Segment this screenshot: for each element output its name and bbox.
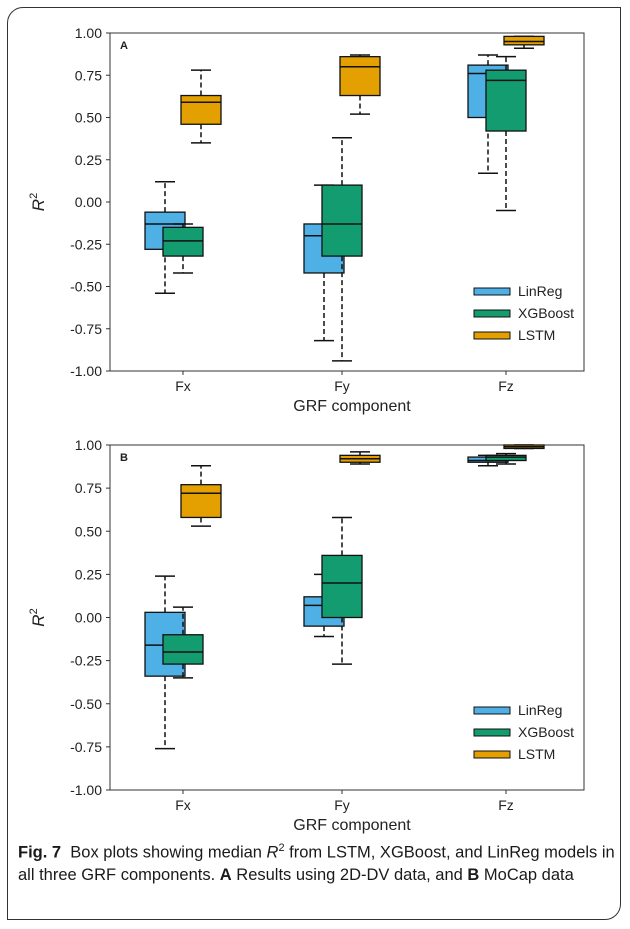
- legend-label-xgboost: XGBoost: [518, 305, 574, 321]
- box-body: [162, 226, 204, 257]
- caption-label-b: B: [467, 865, 480, 884]
- caption-text-3: Results using 2D-DV data, and: [231, 865, 468, 884]
- x-axis-label: GRF component: [293, 817, 411, 834]
- legend-swatch-lstm: [473, 750, 511, 759]
- box-xgboost-fy: [321, 516, 363, 665]
- box-xgboost-fy: [321, 137, 363, 362]
- legend-label-lstm: LSTM: [518, 746, 555, 762]
- box-lstm-fz: [503, 35, 545, 49]
- legend-label-linreg: LinReg: [518, 702, 562, 718]
- y-tick-label: -1.00: [70, 782, 102, 798]
- x-tick-label: Fx: [175, 378, 191, 394]
- y-tick-label: -0.50: [70, 696, 102, 712]
- x-tick-label: Fx: [175, 797, 191, 813]
- x-tick-label: Fy: [334, 378, 350, 394]
- y-tick-label: 0.25: [75, 566, 102, 582]
- panel-a-chart: A 1.00 0.75 0.50 0.25 0.00 -0.25 -0.50 -0.75 -1.0…: [28, 25, 585, 415]
- box-lstm-fx: [180, 464, 222, 527]
- legend-swatch-linreg: [473, 706, 511, 715]
- y-tick-label: 1.00: [75, 437, 102, 453]
- box-xgboost-fx: [162, 223, 204, 274]
- x-tick-label: Fz: [498, 378, 514, 394]
- y-tick-label: 0.75: [75, 67, 102, 83]
- x-tick-label: Fz: [498, 797, 514, 813]
- box-lstm-fz: [503, 444, 545, 450]
- y-tick-label: -0.25: [70, 653, 102, 669]
- box-body: [485, 454, 527, 462]
- legend-swatch-linreg: [473, 287, 511, 296]
- box-body: [339, 56, 381, 97]
- y-tick-label: 0.50: [75, 523, 102, 539]
- y-axis-label: R2: [28, 193, 48, 211]
- y-axis-label: R2: [28, 608, 48, 626]
- legend-swatch-xgboost: [473, 728, 511, 737]
- y-tick-label: 0.75: [75, 480, 102, 496]
- x-axis-label: GRF component: [293, 398, 411, 415]
- figure-frame: [7, 7, 621, 920]
- panel-label: A: [120, 40, 128, 52]
- y-tick-label: -0.50: [70, 279, 102, 295]
- box-body: [321, 184, 363, 257]
- caption-r-exponent: 2: [278, 842, 285, 854]
- caption-text-1: Box plots showing median: [70, 843, 267, 862]
- legend-label-xgboost: XGBoost: [518, 724, 574, 740]
- box-lstm-fy: [339, 54, 381, 115]
- box-lstm-fx: [180, 69, 222, 144]
- legend-label-linreg: LinReg: [518, 283, 562, 299]
- panel-label: B: [120, 452, 128, 464]
- y-tick-label: 0.25: [75, 152, 102, 168]
- box-xgboost-fz: [485, 452, 527, 465]
- box-body: [162, 634, 204, 665]
- caption-fig-label: Fig. 7: [18, 843, 62, 862]
- y-tick-label: -1.00: [70, 363, 102, 379]
- x-tick-label: Fy: [334, 797, 350, 813]
- caption-r-symbol: R: [266, 843, 279, 862]
- legend-swatch-lstm: [473, 331, 511, 340]
- y-tick-label: 0.50: [75, 110, 102, 126]
- caption-text-2: from LSTM, XGBoost, and LinReg models in…: [18, 843, 615, 884]
- box-body: [503, 35, 545, 46]
- caption-label-a: A: [219, 865, 232, 884]
- box-body: [180, 94, 222, 125]
- panel-b-chart: B 1.00 0.75 0.50 0.25 0.00 -0.25 -0.50 -0.75 -1.0…: [28, 437, 585, 834]
- legend-label-lstm: LSTM: [518, 327, 555, 343]
- box-xgboost-fx: [162, 606, 204, 679]
- legend-swatch-xgboost: [473, 309, 511, 318]
- y-tick-label: -0.75: [70, 321, 102, 337]
- box-body: [180, 484, 222, 519]
- y-tick-label: 0.00: [75, 194, 102, 210]
- box-body: [321, 554, 363, 619]
- box-body: [485, 69, 527, 132]
- box-xgboost-fz: [485, 55, 527, 212]
- y-tick-label: 0.00: [75, 610, 102, 626]
- y-tick-label: 1.00: [75, 25, 102, 41]
- y-tick-label: -0.75: [70, 739, 102, 755]
- box-lstm-fy: [339, 451, 381, 465]
- y-tick-label: -0.25: [70, 236, 102, 252]
- caption-text-4: MoCap data: [479, 865, 574, 884]
- figure-caption: Fig. 7 Box plots showing median R2 from …: [18, 837, 618, 886]
- figure-plots: A 1.00 0.75 0.50 0.25 0.00 -0.25 -0.50 -0.75 -1.0…: [28, 25, 585, 834]
